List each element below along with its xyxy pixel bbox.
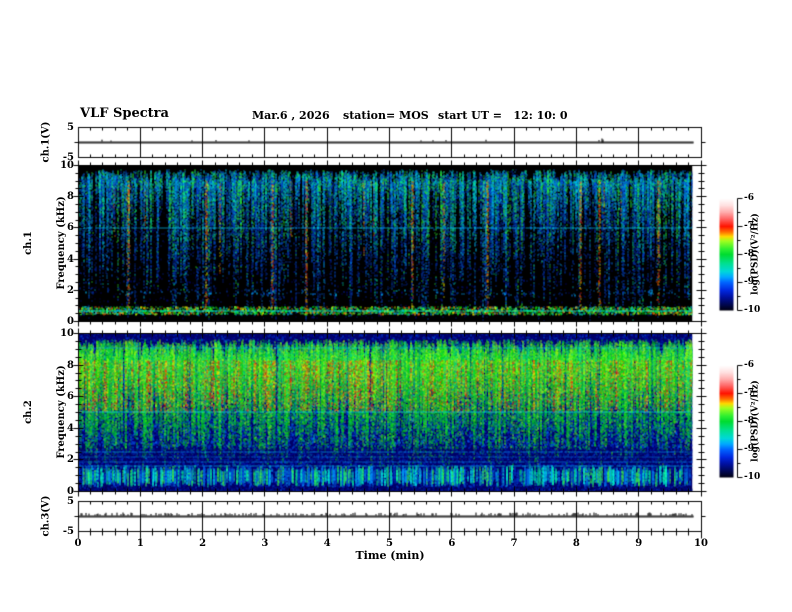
axis-title-line: Frequency (kHz) (56, 365, 67, 459)
frequency-tick-label: 10 (60, 160, 74, 171)
x-tick-label: 7 (510, 538, 518, 549)
header-date: Mar.6 , 2026 (252, 109, 330, 122)
frequency-tick-label: 6 (67, 222, 74, 233)
colorbar-tick-label: -9 (744, 277, 754, 287)
frequency-tick-label: 0 (67, 316, 74, 327)
colorbar-tick-label: -10 (744, 472, 761, 482)
ch1-voltage-axis-title: ch.1(V) (40, 121, 52, 163)
axis-title-line: ch.1 (23, 231, 34, 255)
ch3-voltage-axis-title: ch.3(V) (40, 495, 52, 537)
x-tick-label: 2 (199, 538, 207, 549)
colorbar-tick-label: -6 (744, 360, 754, 370)
header-station: station= MOS (343, 109, 429, 122)
frequency-tick-label: 6 (67, 391, 74, 402)
colorbar-tick-label: -8 (744, 416, 754, 426)
x-tick-label: 4 (323, 538, 331, 549)
x-tick-label: 3 (261, 538, 269, 549)
x-tick-label: 5 (386, 538, 393, 549)
frequency-tick-label: 2 (67, 454, 74, 465)
frequency-tick-label: 0 (67, 486, 74, 497)
x-tick-label: 6 (448, 538, 456, 549)
axis-title-line: Frequency (kHz) (56, 196, 67, 290)
x-tick-label: 8 (572, 538, 580, 549)
voltage-tick-label: 5 (67, 496, 74, 507)
frequency-tick-label: 10 (60, 328, 74, 339)
header-start-ut: start UT = 12: 10: 0 (438, 109, 568, 122)
colorbar-tick-label: -7 (744, 221, 754, 231)
frequency-tick-label: 4 (67, 423, 74, 434)
x-tick-label: 10 (694, 538, 708, 549)
x-tick-label: 1 (136, 538, 144, 549)
x-tick-label: 9 (635, 538, 643, 549)
axis-title-line: ch.2 (23, 400, 34, 424)
colorbar-tick-label: -8 (744, 249, 754, 259)
colorbar-tick-label: -10 (744, 305, 761, 315)
x-tick-label: 0 (74, 538, 82, 549)
frequency-tick-label: 8 (67, 191, 74, 202)
voltage-tick-label: 5 (67, 122, 74, 133)
colorbar-tick-label: -9 (744, 444, 754, 454)
colorbar-tick-label: -7 (744, 388, 754, 398)
frequency-tick-label: 2 (67, 285, 74, 296)
ch1-spectrogram-axis-title: ch.1 Frequency (kHz) (1, 196, 89, 289)
x-axis-title: Time (min) (355, 549, 425, 562)
colorbar-tick-label: -6 (744, 193, 754, 203)
frequency-tick-label: 4 (67, 254, 74, 265)
frequency-tick-label: 8 (67, 360, 74, 371)
ch2-spectrogram-axis-title: ch.2 Frequency (kHz) (1, 365, 89, 458)
voltage-tick-label: -5 (62, 526, 74, 537)
figure-title: VLF Spectra (80, 106, 169, 121)
voltage-tick-label: -5 (62, 152, 74, 163)
